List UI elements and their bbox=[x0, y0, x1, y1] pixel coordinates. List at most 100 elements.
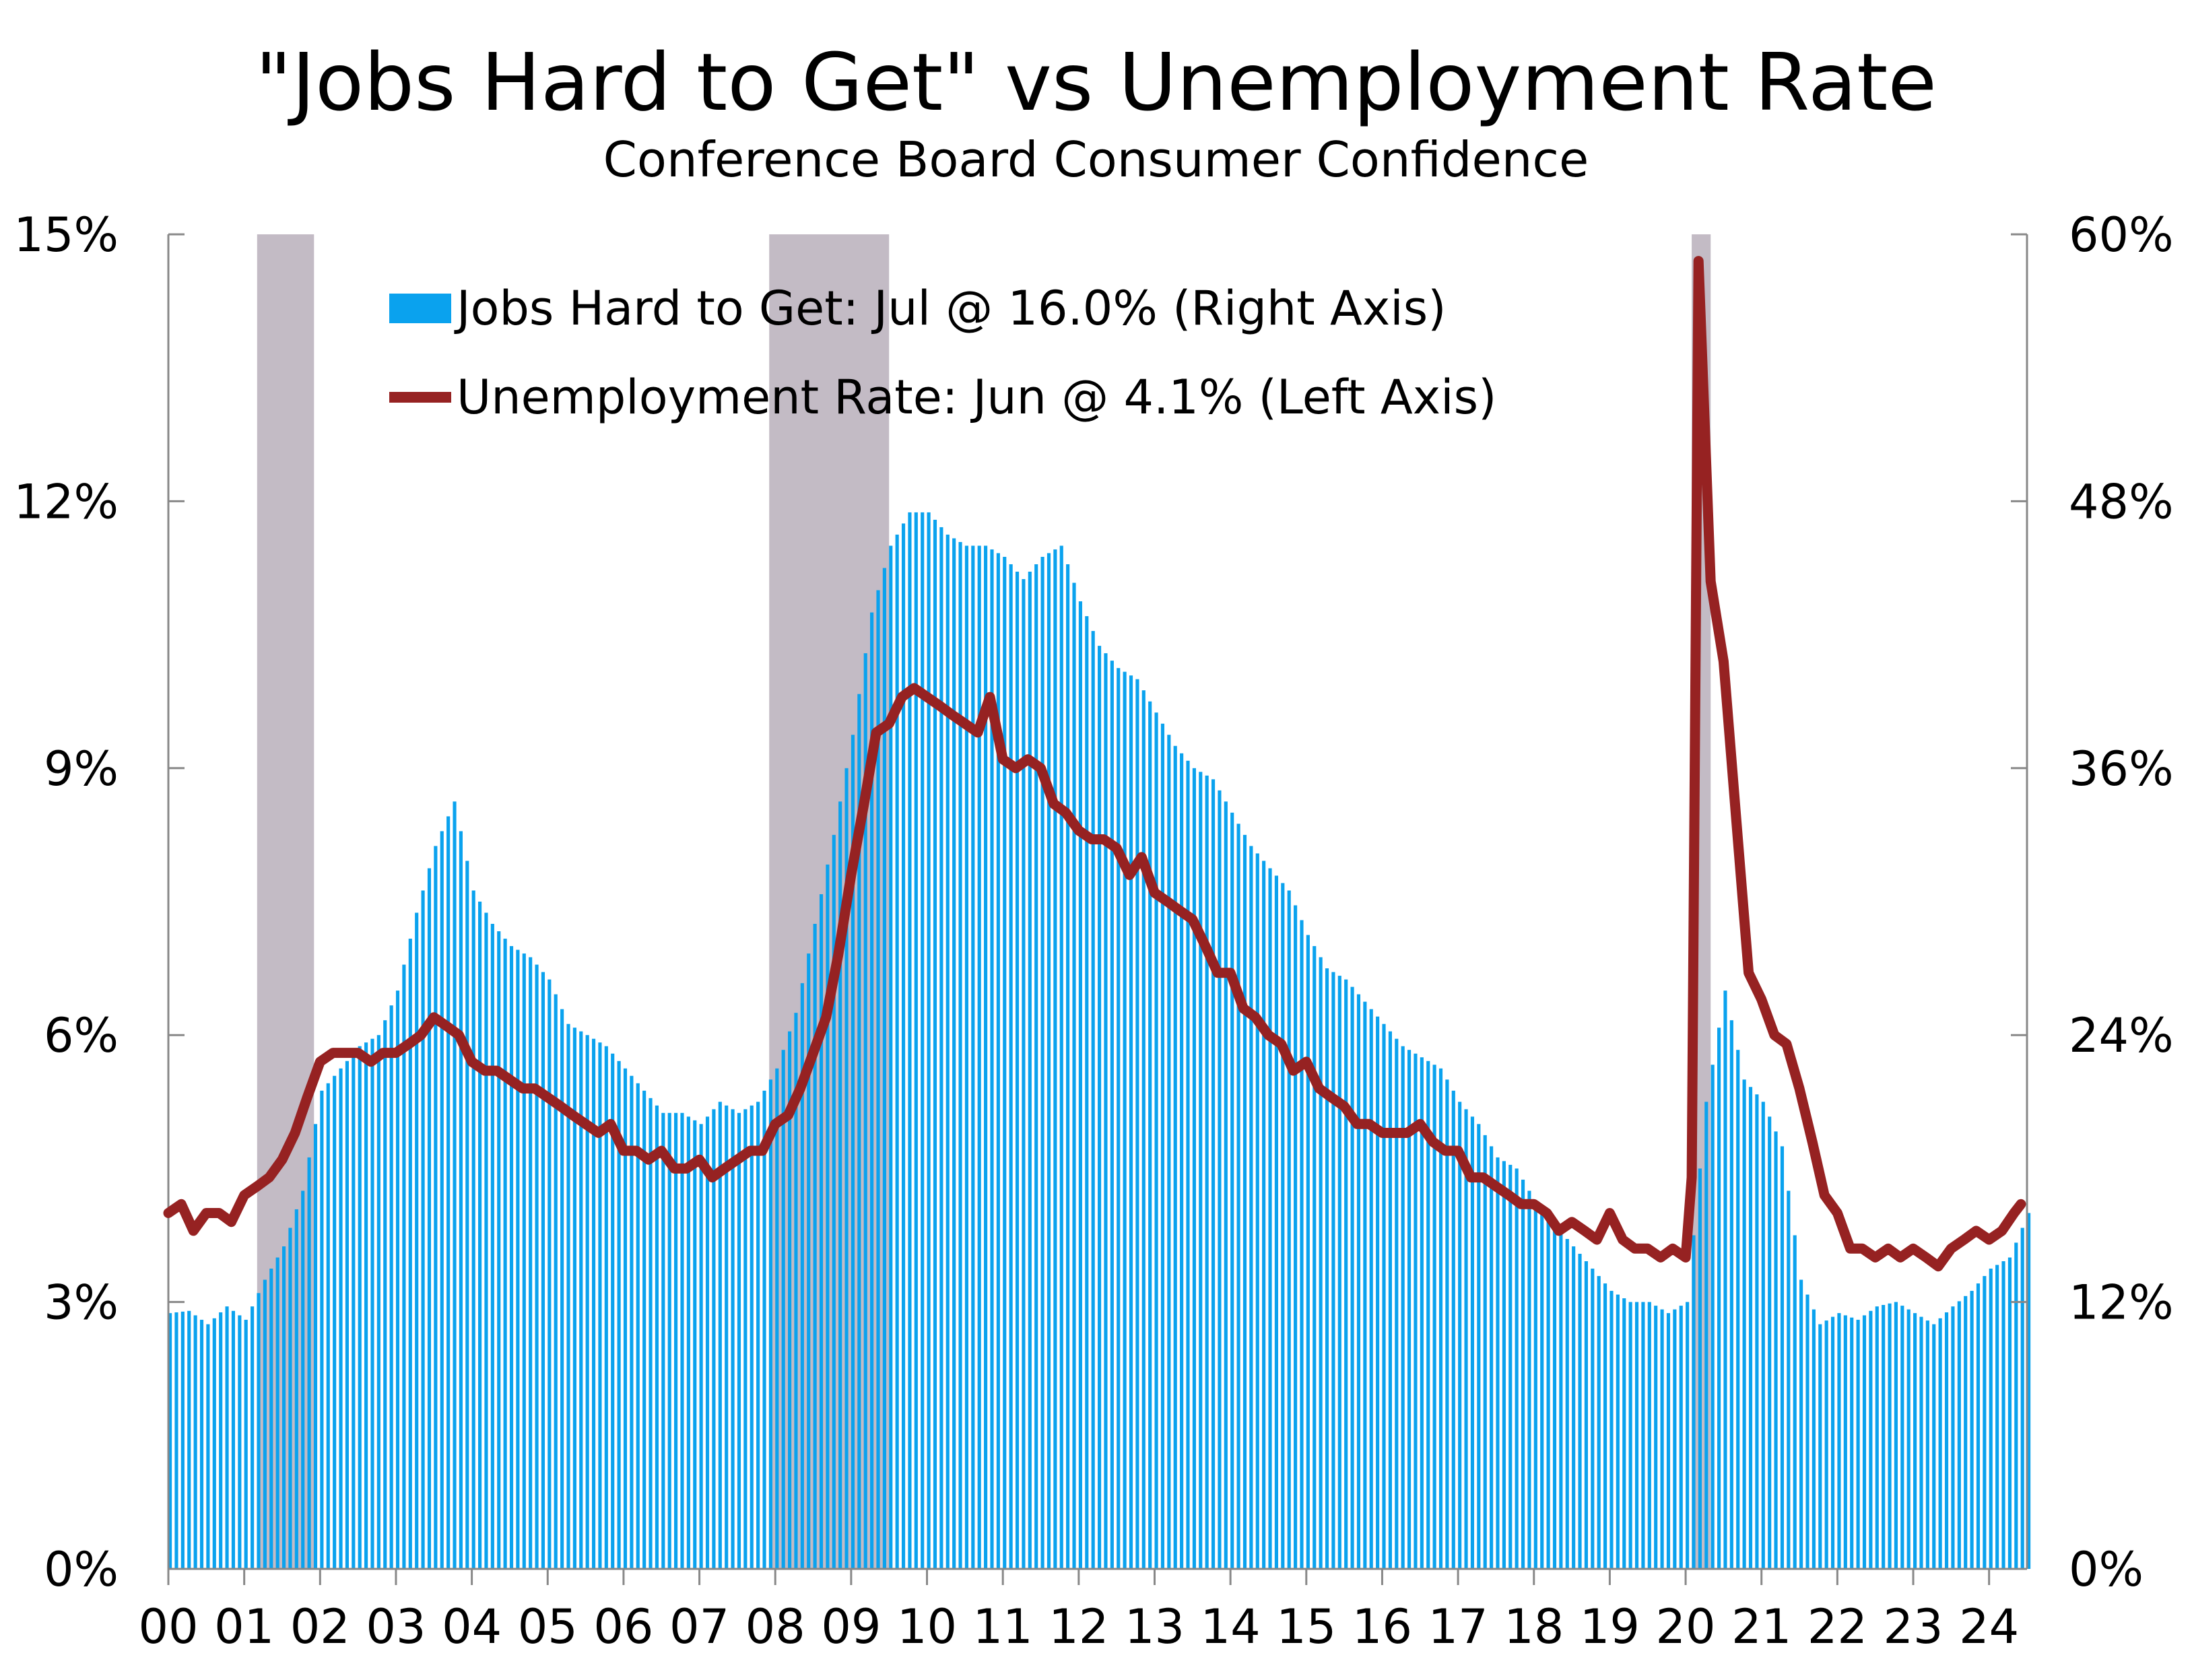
bar bbox=[421, 890, 425, 1569]
bar bbox=[585, 1035, 589, 1569]
bar bbox=[1117, 668, 1121, 1569]
bar bbox=[471, 890, 475, 1569]
bar bbox=[1294, 905, 1298, 1569]
bar bbox=[1281, 883, 1285, 1569]
right-tick-label: 48% bbox=[2069, 474, 2174, 529]
bar bbox=[756, 1102, 760, 1569]
bar bbox=[642, 1090, 646, 1569]
bar bbox=[389, 1005, 393, 1569]
bar bbox=[1660, 1309, 1664, 1569]
legend-swatch-bars bbox=[389, 294, 451, 323]
bar bbox=[604, 1046, 608, 1569]
bar bbox=[358, 1046, 362, 1569]
bar bbox=[1983, 1276, 1987, 1569]
bar bbox=[1034, 564, 1038, 1570]
bar bbox=[275, 1257, 279, 1569]
bar bbox=[1003, 556, 1007, 1569]
bar bbox=[1932, 1324, 1936, 1569]
bar bbox=[1451, 1090, 1455, 1569]
bar bbox=[1104, 653, 1108, 1569]
bar bbox=[794, 1013, 798, 1569]
bar bbox=[1540, 1209, 1544, 1569]
bar bbox=[251, 1306, 255, 1569]
bar bbox=[1040, 556, 1044, 1569]
x-tick-label: 22 bbox=[1807, 1599, 1867, 1654]
bar bbox=[402, 964, 406, 1569]
bar bbox=[851, 735, 855, 1569]
bar bbox=[1483, 1135, 1487, 1569]
bar bbox=[699, 1124, 703, 1569]
bar bbox=[1135, 679, 1139, 1569]
x-tick-label: 02 bbox=[290, 1599, 350, 1654]
bar bbox=[1856, 1320, 1860, 1569]
bar bbox=[1445, 1079, 1449, 1569]
legend-label-line: Unemployment Rate: Jun @ 4.1% (Left Axis… bbox=[457, 370, 1496, 425]
bar bbox=[2014, 1242, 2018, 1569]
bar bbox=[832, 834, 836, 1569]
bar bbox=[1584, 1261, 1589, 1569]
bar bbox=[870, 612, 874, 1569]
left-tick-label: 9% bbox=[44, 741, 119, 797]
bar bbox=[984, 545, 988, 1569]
bar bbox=[750, 1105, 754, 1569]
bar bbox=[535, 964, 539, 1569]
x-tick-label: 01 bbox=[214, 1599, 274, 1654]
bar bbox=[1066, 564, 1070, 1570]
bar bbox=[1628, 1302, 1632, 1569]
bar bbox=[768, 1079, 772, 1569]
bar bbox=[313, 1124, 318, 1569]
bar bbox=[1521, 1179, 1525, 1569]
bar bbox=[617, 1061, 621, 1569]
bar bbox=[219, 1312, 223, 1569]
bar bbox=[1009, 564, 1013, 1570]
x-tick-label: 11 bbox=[973, 1599, 1033, 1654]
bar bbox=[1565, 1239, 1569, 1569]
bar bbox=[807, 953, 811, 1569]
bar bbox=[939, 527, 943, 1569]
bar bbox=[1141, 690, 1145, 1569]
bar bbox=[971, 545, 975, 1569]
bar bbox=[693, 1120, 697, 1569]
bar bbox=[301, 1190, 305, 1569]
bar bbox=[1869, 1310, 1873, 1569]
x-tick-label: 20 bbox=[1656, 1599, 1716, 1654]
bar bbox=[857, 694, 861, 1569]
bar bbox=[1180, 753, 1184, 1569]
bar bbox=[1888, 1303, 1892, 1569]
unemployment-line bbox=[163, 256, 2026, 1272]
bar bbox=[1028, 572, 1032, 1569]
bar bbox=[307, 1157, 311, 1569]
bar bbox=[1591, 1269, 1595, 1569]
bar bbox=[667, 1112, 671, 1569]
bar bbox=[1350, 986, 1354, 1569]
bar bbox=[1458, 1102, 1462, 1569]
bar bbox=[408, 939, 412, 1569]
bar bbox=[257, 1293, 261, 1569]
bar bbox=[1331, 972, 1335, 1569]
bar bbox=[1875, 1306, 1879, 1569]
bar bbox=[1761, 1102, 1765, 1569]
bar bbox=[1432, 1065, 1436, 1569]
bar bbox=[1894, 1302, 1898, 1569]
bar bbox=[1085, 616, 1089, 1569]
x-tick-label: 08 bbox=[745, 1599, 805, 1654]
bar bbox=[1673, 1309, 1677, 1569]
bar bbox=[1470, 1116, 1475, 1569]
bar bbox=[1414, 1053, 1418, 1569]
x-tick-label: 23 bbox=[1883, 1599, 1943, 1654]
bar bbox=[1072, 582, 1076, 1569]
bar bbox=[718, 1102, 722, 1569]
left-tick-label: 0% bbox=[44, 1542, 119, 1597]
bar bbox=[1236, 824, 1240, 1569]
bar bbox=[636, 1083, 640, 1569]
bar bbox=[1255, 853, 1259, 1569]
bar bbox=[1578, 1254, 1582, 1569]
bar bbox=[333, 1075, 337, 1569]
bar bbox=[996, 553, 1000, 1569]
bar bbox=[649, 1098, 653, 1569]
bar bbox=[187, 1310, 191, 1569]
bar bbox=[1262, 861, 1266, 1569]
bar bbox=[281, 1246, 286, 1569]
bar bbox=[1211, 779, 1216, 1569]
left-tick-label: 12% bbox=[13, 474, 119, 529]
